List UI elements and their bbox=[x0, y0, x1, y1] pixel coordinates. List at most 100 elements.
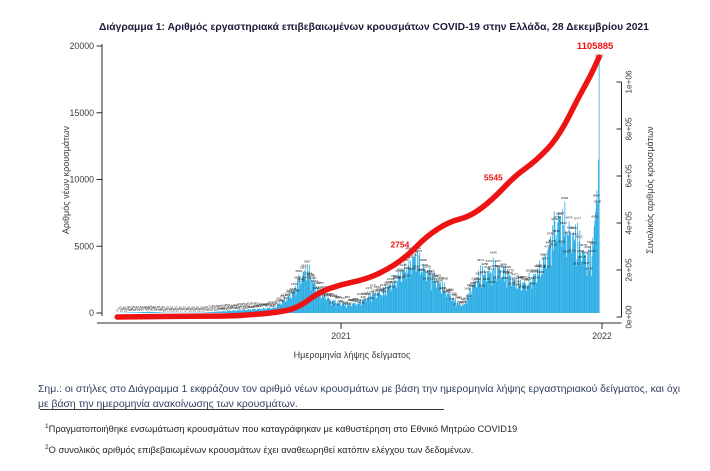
svg-text:6890: 6890 bbox=[551, 217, 558, 221]
svg-text:3369: 3369 bbox=[491, 264, 498, 268]
svg-text:800: 800 bbox=[336, 295, 341, 299]
svg-text:283: 283 bbox=[263, 302, 268, 306]
svg-text:2022: 2022 bbox=[592, 331, 612, 341]
svg-text:1686: 1686 bbox=[518, 285, 525, 289]
svg-text:22: 22 bbox=[124, 309, 128, 313]
svg-text:64: 64 bbox=[214, 308, 218, 312]
svg-text:8346: 8346 bbox=[561, 196, 568, 200]
svg-text:107: 107 bbox=[212, 304, 217, 308]
svg-text:1893: 1893 bbox=[314, 280, 321, 284]
svg-text:3063: 3063 bbox=[413, 265, 420, 269]
svg-text:2489: 2489 bbox=[294, 276, 301, 280]
svg-text:740: 740 bbox=[352, 297, 357, 301]
svg-text:394: 394 bbox=[268, 300, 273, 304]
svg-text:24: 24 bbox=[125, 307, 129, 311]
svg-text:20: 20 bbox=[187, 305, 191, 309]
svg-text:5845: 5845 bbox=[553, 229, 560, 233]
svg-text:267: 267 bbox=[238, 302, 243, 306]
svg-text:2499: 2499 bbox=[303, 275, 310, 279]
svg-text:5312: 5312 bbox=[576, 235, 583, 239]
svg-text:362: 362 bbox=[269, 304, 274, 308]
svg-text:0e+00: 0e+00 bbox=[625, 305, 634, 328]
svg-text:501: 501 bbox=[343, 301, 348, 305]
svg-text:2379: 2379 bbox=[394, 275, 401, 279]
svg-text:23: 23 bbox=[197, 309, 201, 313]
svg-text:822: 822 bbox=[369, 296, 374, 300]
svg-text:1105885: 1105885 bbox=[577, 41, 614, 52]
svg-text:33: 33 bbox=[198, 307, 202, 311]
svg-text:4e+05: 4e+05 bbox=[625, 211, 634, 234]
svg-text:25: 25 bbox=[177, 307, 181, 311]
svg-text:5123: 5123 bbox=[548, 239, 555, 243]
svg-text:683: 683 bbox=[462, 300, 467, 304]
svg-text:6e+05: 6e+05 bbox=[625, 164, 634, 187]
svg-text:3176: 3176 bbox=[497, 265, 504, 269]
svg-text:1298: 1298 bbox=[293, 288, 300, 292]
svg-text:4257: 4257 bbox=[411, 250, 418, 254]
svg-text:7237: 7237 bbox=[556, 212, 563, 216]
svg-text:111: 111 bbox=[215, 306, 220, 310]
svg-text:2320: 2320 bbox=[527, 276, 534, 280]
svg-text:84: 84 bbox=[148, 305, 152, 309]
svg-text:2221: 2221 bbox=[311, 279, 318, 283]
svg-text:2668: 2668 bbox=[537, 270, 544, 274]
svg-text:161: 161 bbox=[220, 304, 225, 308]
svg-text:1215: 1215 bbox=[320, 293, 327, 297]
svg-text:1100: 1100 bbox=[325, 293, 332, 297]
svg-text:935: 935 bbox=[285, 293, 290, 297]
svg-text:687: 687 bbox=[348, 298, 353, 302]
svg-text:125: 125 bbox=[218, 307, 223, 311]
svg-text:305: 305 bbox=[252, 305, 257, 309]
svg-text:1428: 1428 bbox=[464, 287, 471, 291]
svg-text:547: 547 bbox=[339, 300, 344, 304]
svg-text:2046: 2046 bbox=[390, 280, 397, 284]
svg-text:691: 691 bbox=[355, 300, 360, 304]
svg-text:3674: 3674 bbox=[541, 257, 548, 261]
svg-text:1890: 1890 bbox=[478, 284, 485, 288]
svg-text:73: 73 bbox=[151, 306, 155, 310]
svg-text:224: 224 bbox=[245, 304, 250, 308]
svg-text:651: 651 bbox=[353, 297, 358, 301]
svg-text:22: 22 bbox=[188, 309, 192, 313]
svg-text:2377: 2377 bbox=[493, 276, 500, 280]
svg-text:391: 391 bbox=[266, 302, 271, 306]
svg-text:1320: 1320 bbox=[447, 288, 454, 292]
svg-text:2e+05: 2e+05 bbox=[625, 258, 634, 281]
svg-text:3064: 3064 bbox=[418, 268, 425, 272]
svg-text:929: 929 bbox=[361, 295, 366, 299]
svg-text:3198: 3198 bbox=[424, 265, 431, 269]
svg-text:2021: 2021 bbox=[331, 331, 351, 341]
svg-text:1454: 1454 bbox=[285, 289, 292, 293]
svg-text:4715: 4715 bbox=[550, 243, 557, 247]
svg-text:3112: 3112 bbox=[300, 266, 307, 270]
svg-text:51: 51 bbox=[138, 307, 142, 311]
svg-text:2779: 2779 bbox=[507, 269, 514, 273]
svg-text:4174: 4174 bbox=[410, 253, 417, 257]
svg-text:6777: 6777 bbox=[574, 217, 581, 221]
svg-text:4250: 4250 bbox=[589, 249, 596, 253]
svg-text:1606: 1606 bbox=[313, 286, 320, 290]
svg-text:22: 22 bbox=[183, 305, 187, 309]
svg-text:179: 179 bbox=[239, 306, 244, 310]
svg-text:28: 28 bbox=[130, 307, 134, 311]
svg-text:2897: 2897 bbox=[408, 267, 415, 271]
svg-text:6784: 6784 bbox=[554, 215, 561, 219]
svg-text:3090: 3090 bbox=[397, 268, 404, 272]
svg-text:2506: 2506 bbox=[308, 274, 315, 278]
svg-text:7212: 7212 bbox=[557, 211, 564, 215]
svg-text:271: 271 bbox=[258, 304, 263, 308]
svg-text:15: 15 bbox=[165, 305, 169, 309]
svg-text:Συνολικός αριθμός κρουσμάτων: Συνολικός αριθμός κρουσμάτων bbox=[645, 126, 655, 254]
svg-text:19: 19 bbox=[167, 309, 171, 313]
svg-text:353: 353 bbox=[256, 304, 261, 308]
svg-text:5517: 5517 bbox=[571, 232, 578, 236]
svg-text:0: 0 bbox=[89, 308, 94, 318]
svg-text:26: 26 bbox=[196, 305, 200, 309]
svg-text:4678: 4678 bbox=[580, 243, 587, 247]
svg-text:1135: 1135 bbox=[364, 292, 371, 296]
svg-text:46: 46 bbox=[131, 305, 135, 309]
svg-text:642: 642 bbox=[458, 300, 463, 304]
svg-text:2962: 2962 bbox=[404, 266, 411, 270]
svg-text:1587: 1587 bbox=[375, 288, 382, 292]
svg-text:868: 868 bbox=[455, 296, 460, 300]
